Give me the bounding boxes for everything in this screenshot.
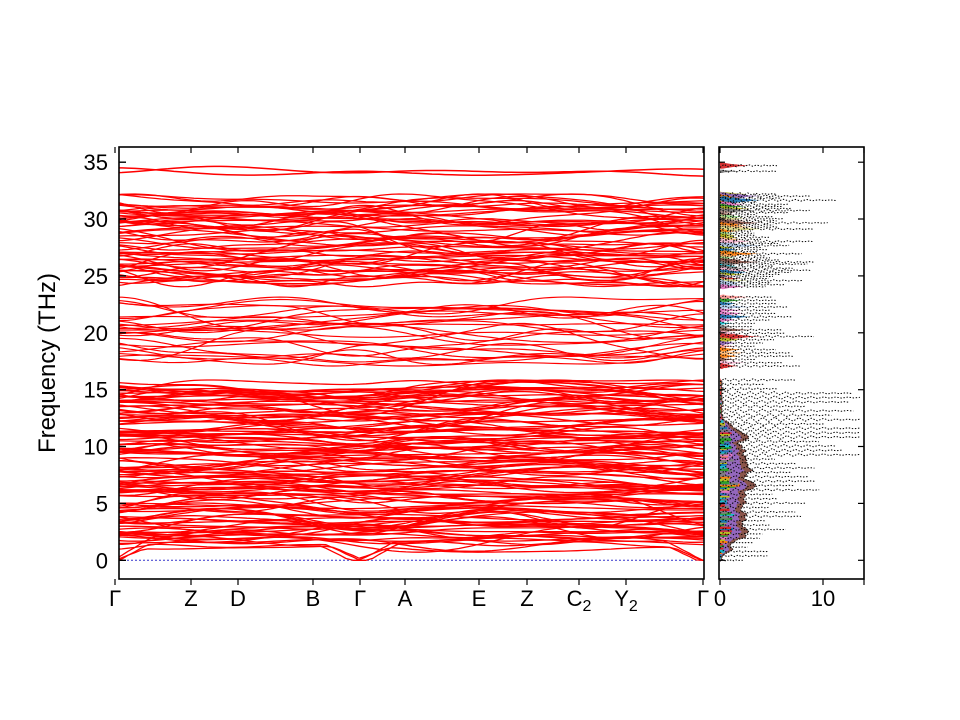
svg-text:Γ: Γ	[354, 586, 366, 611]
svg-text:30: 30	[84, 207, 108, 232]
svg-text:Z: Z	[520, 586, 533, 611]
svg-text:0: 0	[714, 586, 726, 611]
svg-text:0: 0	[96, 548, 108, 573]
svg-text:15: 15	[84, 378, 108, 403]
svg-text:Z: Z	[184, 586, 197, 611]
svg-text:10: 10	[84, 435, 108, 460]
svg-text:25: 25	[84, 264, 108, 289]
svg-text:20: 20	[84, 321, 108, 346]
svg-text:D: D	[230, 586, 246, 611]
svg-text:35: 35	[84, 150, 108, 175]
svg-text:10: 10	[811, 586, 835, 611]
svg-text:B: B	[306, 586, 321, 611]
svg-text:E: E	[472, 586, 487, 611]
svg-text:A: A	[398, 586, 413, 611]
svg-text:Γ: Γ	[109, 586, 121, 611]
svg-text:Frequency (THz): Frequency (THz)	[34, 273, 61, 453]
svg-text:5: 5	[96, 491, 108, 516]
svg-text:Γ: Γ	[697, 586, 709, 611]
